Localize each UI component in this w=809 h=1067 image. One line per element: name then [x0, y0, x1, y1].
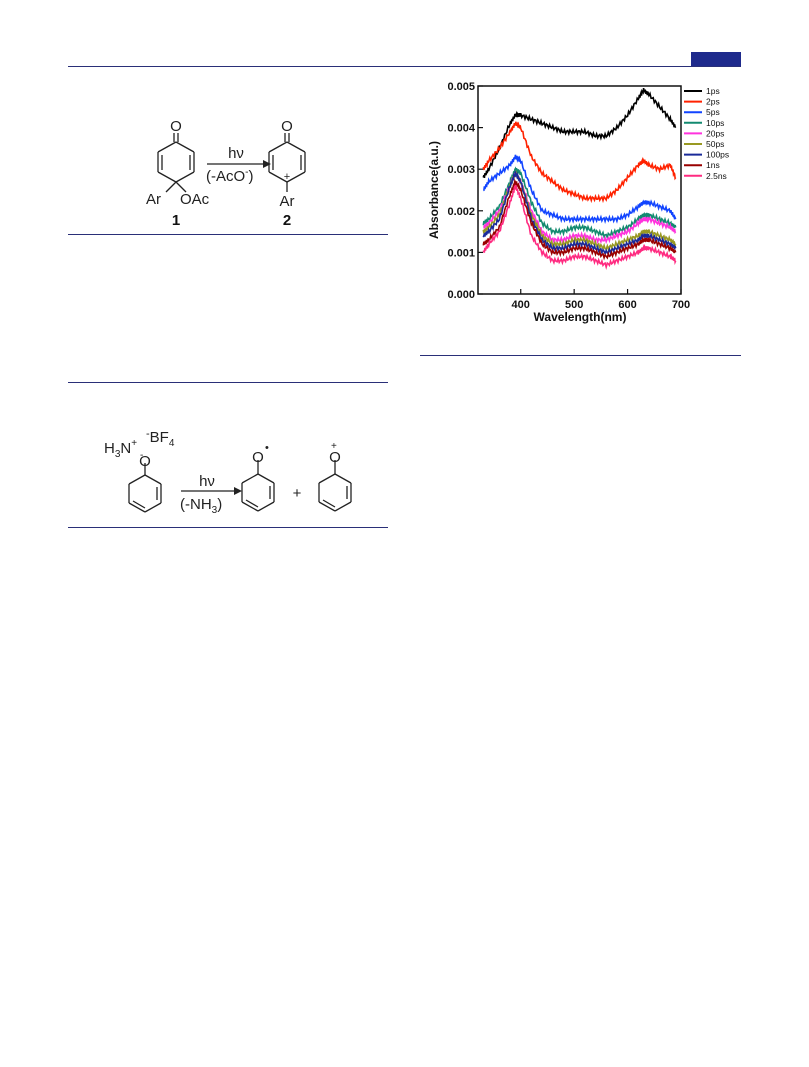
legend-label: 2.5ns [706, 171, 727, 181]
series-line-1ns [482, 178, 677, 261]
legend-label: 20ps [706, 128, 724, 138]
reactant-number: 1 [172, 212, 180, 229]
scheme1-arrow-bottom: (-AcO-) [206, 167, 254, 185]
scheme2-arrow-bottom: (-NH3) [180, 496, 222, 516]
reactant-acetoxy: OAc [180, 191, 210, 208]
scheme1-arrow-top: hν [228, 145, 244, 162]
y-tick-label: 0.001 [447, 247, 475, 259]
header-badge [691, 52, 741, 66]
series-line-2-5ns [482, 184, 677, 270]
legend-label: 50ps [706, 139, 724, 149]
y-tick-label: 0.003 [447, 164, 475, 176]
product2-oxygen: O [329, 449, 341, 466]
scheme2-bottom-rule [68, 527, 388, 528]
legend-label: 5ps [706, 107, 720, 117]
scheme2-plus: + [293, 485, 302, 502]
reagent-oxygen-charge: - [140, 450, 143, 461]
reagent-anion: -BF4 [146, 428, 175, 449]
legend-label: 1ns [706, 160, 720, 170]
x-tick-label: 700 [672, 299, 690, 311]
product-charge: + [284, 171, 290, 183]
product-number: 2 [283, 212, 291, 229]
reagent-oxygen: O [139, 453, 151, 470]
series-line-5ps [483, 154, 677, 224]
scheme2-top-rule [68, 382, 388, 383]
series-line-100ps [482, 171, 677, 256]
series-line-1ps [482, 87, 677, 179]
product1-radical: • [265, 442, 269, 454]
legend-label: 1ps [706, 86, 720, 96]
product-aryl: Ar [280, 193, 295, 210]
x-tick-label: 500 [565, 299, 583, 311]
y-tick-label: 0.005 [447, 81, 475, 93]
reagent-ammonium: H3N+ [104, 438, 137, 460]
header-rule [68, 66, 741, 67]
product2-charge: + [331, 441, 337, 452]
y-tick-label: 0.004 [447, 123, 475, 135]
legend-label: 10ps [706, 118, 724, 128]
x-tick-label: 400 [512, 299, 530, 311]
y-axis-label: Absorbance(a.u.) [427, 141, 441, 239]
reactant-aryl: Ar [146, 191, 161, 208]
product-oxo: O [281, 118, 293, 135]
reactant-oxo: O [170, 118, 182, 135]
y-tick-label: 0.000 [447, 289, 475, 301]
plot-frame [477, 85, 682, 295]
x-tick-label: 600 [618, 299, 636, 311]
series-line-2ps [482, 121, 677, 204]
legend-label: 100ps [706, 150, 729, 160]
figure-bottom-rule [420, 355, 741, 356]
scheme1-bottom-rule [68, 234, 388, 235]
y-tick-label: 0.002 [447, 206, 475, 218]
x-axis-label: Wavelength(nm) [534, 310, 627, 324]
product1-oxygen: O [252, 449, 264, 466]
scheme2-arrow-top: hν [199, 473, 215, 490]
legend-label: 2ps [706, 97, 720, 107]
